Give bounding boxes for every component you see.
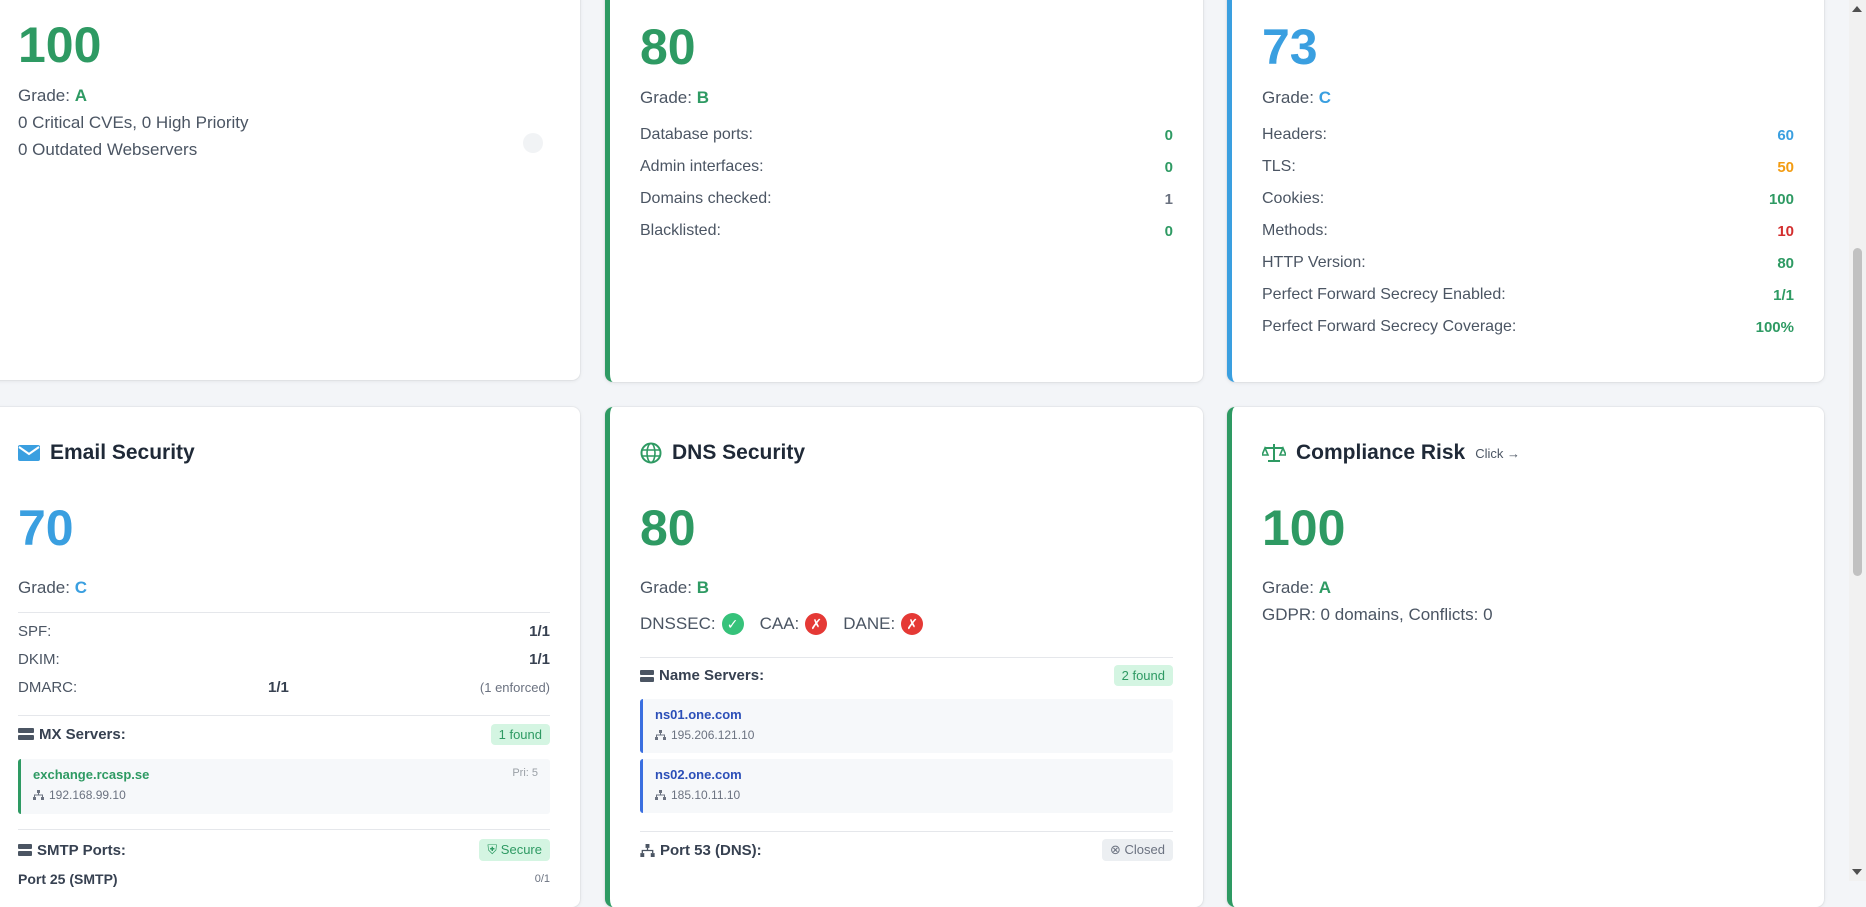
email-grade: Grade: C <box>18 578 87 598</box>
web-row-tls: TLS: 50 <box>1262 151 1794 183</box>
email-security-card[interactable]: Email Security 70 Grade: C SPF: 1/1 DKIM:… <box>0 407 580 907</box>
exposure-row-domains: Domains checked: 1 <box>640 183 1173 215</box>
vuln-cve-summary: 0 Critical CVEs, 0 High Priority <box>18 109 249 136</box>
server-icon <box>640 670 654 682</box>
dnssec-check-icon: ✓ <box>722 613 744 635</box>
web-score: 73 <box>1262 22 1318 72</box>
dns-score: 80 <box>640 503 696 553</box>
smtp-ports-header: SMTP Ports: ⛨ Secure <box>18 839 550 861</box>
ns-count-badge: 2 found <box>1114 665 1173 686</box>
caa-cross-icon: ✗ <box>805 613 827 635</box>
server-network-icon <box>18 728 34 742</box>
email-card-title: Email Security <box>18 441 195 465</box>
network-icon <box>33 790 44 800</box>
dns-flags: DNSSEC: ✓ CAA: ✗ DANE: ✗ <box>640 613 939 635</box>
network-icon <box>655 730 666 740</box>
ns2-host: ns02.one.com <box>655 767 1161 782</box>
network-icon <box>655 790 666 800</box>
network-icon <box>640 844 655 857</box>
exposure-rows: Database ports: 0 Admin interfaces: 0 Doma… <box>640 119 1173 247</box>
web-grade: Grade: C <box>1262 88 1331 108</box>
email-score: 70 <box>18 503 74 553</box>
compliance-risk-card[interactable]: Compliance Risk Click → 100 Grade: A GDP… <box>1227 407 1824 907</box>
compliance-gdpr-summary: GDPR: 0 domains, Conflicts: 0 <box>1262 601 1493 628</box>
ns1-host: ns01.one.com <box>655 707 1161 722</box>
vuln-score: 100 <box>18 20 101 70</box>
email-row-dkim: DKIM: 1/1 <box>18 645 550 673</box>
exposure-score: 80 <box>640 22 696 72</box>
mx-server-entry: exchange.rcasp.se Pri: 5 192.168.99.10 <box>18 759 550 814</box>
dane-cross-icon: ✗ <box>901 613 923 635</box>
web-row-pfs-enabled: Perfect Forward Secrecy Enabled: 1/1 <box>1262 279 1794 311</box>
exposure-row-blacklist: Blacklisted: 0 <box>640 215 1173 247</box>
mx-servers-header: MX Servers: 1 found <box>18 724 550 745</box>
port53-header: Port 53 (DNS): ⊗ Closed <box>640 839 1173 861</box>
vulnerability-card: 100 Grade: A 0 Critical CVEs, 0 High Pri… <box>0 0 580 380</box>
vuln-webserver-summary: 0 Outdated Webservers <box>18 136 197 163</box>
dns-card-title: DNS Security <box>640 441 805 465</box>
port53-status-badge: ⊗ Closed <box>1102 839 1173 861</box>
web-row-http-version: HTTP Version: 80 <box>1262 247 1794 279</box>
loading-spinner-icon <box>523 133 543 153</box>
email-row-spf: SPF: 1/1 <box>18 617 550 645</box>
web-row-methods: Methods: 10 <box>1262 215 1794 247</box>
web-row-headers: Headers: 60 <box>1262 119 1794 151</box>
scroll-up-arrow-icon[interactable] <box>1852 6 1862 12</box>
web-rows: Headers: 60 TLS: 50 Cookies: 100 Methods: 10… <box>1262 119 1794 343</box>
web-security-card: 73 Grade: C Headers: 60 TLS: 50 Cookies: 10… <box>1227 0 1824 382</box>
web-row-pfs-coverage: Perfect Forward Secrecy Coverage: 100% <box>1262 311 1794 343</box>
name-server-entry-2: ns02.one.com 185.10.11.10 <box>640 759 1173 813</box>
mx-host: exchange.rcasp.se <box>33 767 149 782</box>
dns-grade: Grade: B <box>640 578 709 598</box>
smtp-secure-badge: ⛨ Secure <box>479 839 550 861</box>
compliance-score: 100 <box>1262 503 1345 553</box>
shield-icon: ⛨ <box>487 842 497 857</box>
envelope-icon <box>18 445 40 461</box>
scroll-down-arrow-icon[interactable] <box>1852 869 1862 875</box>
page-scrollbar[interactable] <box>1849 0 1866 881</box>
mx-count-badge: 1 found <box>491 724 550 745</box>
server-icon <box>18 844 32 856</box>
scroll-thumb[interactable] <box>1853 248 1862 576</box>
mx-priority: Pri: 5 <box>512 767 538 782</box>
exposure-row-db: Database ports: 0 <box>640 119 1173 151</box>
dns-security-card[interactable]: DNS Security 80 Grade: B DNSSEC: ✓ CAA: ✗ … <box>605 407 1203 907</box>
arrow-right-icon: → <box>1507 446 1520 461</box>
closed-circle-icon: ⊗ <box>1110 842 1121 857</box>
globe-icon <box>640 442 662 464</box>
smtp-row-port25: Port 25 (SMTP) 0/1 <box>18 869 550 889</box>
name-servers-header: Name Servers: 2 found <box>640 665 1173 686</box>
compliance-grade: Grade: A <box>1262 578 1331 598</box>
exposure-row-admin: Admin interfaces: 0 <box>640 151 1173 183</box>
balance-scale-icon <box>1262 443 1286 463</box>
web-row-cookies: Cookies: 100 <box>1262 183 1794 215</box>
vuln-grade: Grade: A <box>18 86 87 106</box>
compliance-click-link[interactable]: Click → <box>1475 446 1520 461</box>
exposure-card: 80 Grade: B Database ports: 0 Admin inter… <box>605 0 1203 382</box>
email-row-dmarc: DMARC: 1/1 (1 enforced) <box>18 673 550 701</box>
exposure-grade: Grade: B <box>640 88 709 108</box>
name-server-entry-1: ns01.one.com 195.206.121.10 <box>640 699 1173 753</box>
compliance-card-title: Compliance Risk Click → <box>1262 441 1520 465</box>
